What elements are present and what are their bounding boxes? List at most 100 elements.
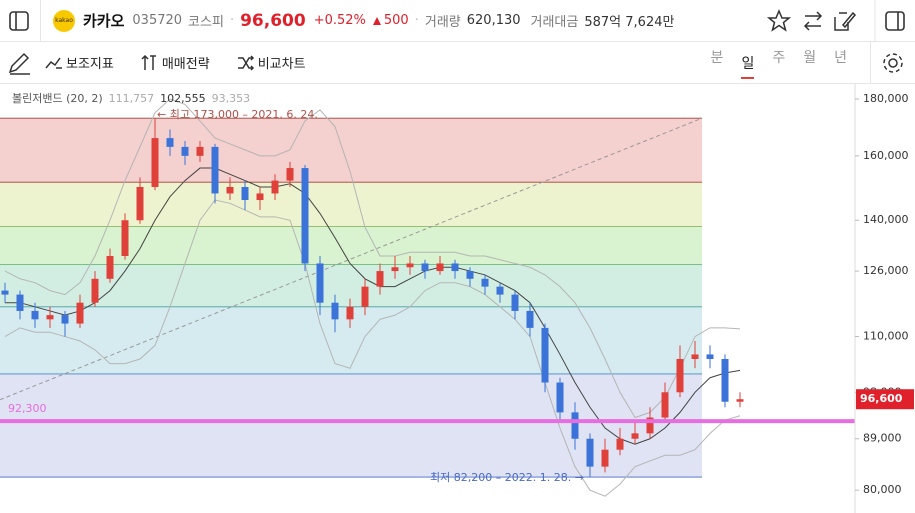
candle-body <box>256 193 264 201</box>
toolbar-item[interactable]: 비교차트 <box>236 53 306 72</box>
tool-icon <box>237 54 254 71</box>
candle-body <box>481 278 489 287</box>
level-zone <box>0 182 702 227</box>
candle-body <box>211 146 219 194</box>
candle-body <box>616 438 624 450</box>
candle-body <box>121 220 129 256</box>
amount-label: 거래대금 <box>530 15 579 30</box>
legend-entry: 93,353 <box>212 92 251 105</box>
band-line <box>4 199 741 497</box>
price: 96,600 <box>240 10 306 31</box>
candle-body <box>676 359 684 393</box>
indicator-legend: 볼린저밴드 (20, 2) 111,757 102,555 93,353 <box>12 92 250 105</box>
tool-icon <box>45 57 62 69</box>
change-pct: +0.52% <box>313 13 366 28</box>
candle-body <box>601 449 609 467</box>
legend-entry: 볼린저밴드 (20, 2) <box>12 92 103 105</box>
low-note: 최저 82,200 – 2022. 1. 28. → <box>430 471 584 484</box>
candle-body <box>76 302 84 324</box>
y-tick-label: 140,000 <box>863 213 909 226</box>
candle-body <box>631 433 639 439</box>
candle-body <box>61 315 69 324</box>
candle-body <box>466 271 474 279</box>
candle-body <box>331 302 339 320</box>
candle-body <box>46 315 54 320</box>
header-actions[interactable] <box>755 0 915 42</box>
candle-body <box>271 180 279 194</box>
candle-body <box>541 327 549 383</box>
high-note: ← 최고 173,000 – 2021. 6. 24. <box>157 108 318 121</box>
band-line <box>4 98 741 419</box>
trendline <box>0 117 703 401</box>
candle-body <box>181 146 189 156</box>
chart: 92,300 ← 최고 173,000 – 2021. 6. 24. 최저 82,2… <box>0 84 915 513</box>
candle-body <box>406 263 414 268</box>
support-label: 92,300 <box>8 402 47 415</box>
candle-body <box>31 310 39 320</box>
candle-body <box>436 263 444 272</box>
axis-panel <box>855 84 915 513</box>
candle-body <box>91 278 99 303</box>
stock-code: 035720 <box>132 13 183 28</box>
candle-body <box>241 186 249 201</box>
candle-body <box>736 399 744 402</box>
y-tick-label: 180,000 <box>863 92 909 105</box>
candle-body <box>691 354 699 360</box>
stock-name: 카카오 <box>83 12 125 30</box>
y-tick-label: 80,000 <box>863 483 902 496</box>
up-arrow <box>372 16 381 25</box>
candle-body <box>721 359 729 402</box>
candle-body <box>106 255 114 279</box>
candle-body <box>706 354 714 360</box>
period-tab[interactable]: 년 <box>834 49 847 66</box>
market: 코스피 <box>188 15 224 30</box>
legend-entry: 102,555 <box>160 92 206 105</box>
price-tag <box>856 389 914 410</box>
candle-body <box>556 382 564 413</box>
y-tick-label: 89,000 <box>863 432 902 445</box>
candle-body <box>421 263 429 272</box>
candle-body <box>511 294 519 311</box>
level-zone <box>0 226 702 265</box>
candle-body <box>301 168 309 264</box>
period-tab[interactable]: 주 <box>772 49 786 66</box>
amount: 587억 7,624만 <box>584 15 675 30</box>
candle-body <box>286 168 294 181</box>
candle-body <box>151 138 159 187</box>
candle-body <box>526 310 534 328</box>
header: kakao 카카오 035720 코스피 · 96,600 +0.52% 500 ·… <box>0 0 915 42</box>
toolbar-label: 매매전략 <box>161 57 210 72</box>
candle-body <box>226 186 234 194</box>
volume-label: 거래량 <box>424 15 461 30</box>
toolbar-item[interactable]: 매매전략 <box>140 53 210 72</box>
period-tab[interactable]: 월 <box>803 49 817 66</box>
candle-body <box>16 294 24 311</box>
tool-icon <box>141 54 156 70</box>
toolbar-label: 비교차트 <box>257 57 306 72</box>
logo: kakao <box>53 9 75 32</box>
candle-body <box>346 306 354 320</box>
candle-body <box>586 438 594 467</box>
candle-body <box>571 412 579 439</box>
sidebar-icon[interactable] <box>0 0 40 42</box>
level-zone <box>0 118 702 183</box>
candle-body <box>196 146 204 156</box>
candle-body <box>166 138 174 147</box>
draw-icon[interactable] <box>0 42 44 84</box>
candle-body <box>1 290 9 295</box>
candle-body <box>316 263 324 303</box>
candle-body <box>391 267 399 272</box>
settings-icon[interactable] <box>871 42 915 84</box>
toolbar-item[interactable]: 보조지표 <box>44 53 114 72</box>
volume: 620,130 <box>466 13 521 28</box>
toolbar-label: 보조지표 <box>66 57 114 72</box>
period-tab[interactable]: 분 <box>710 49 724 66</box>
level-zone <box>0 264 702 307</box>
period-tab[interactable]: 일 <box>741 53 755 79</box>
candle-body <box>496 286 504 295</box>
candle-body <box>661 392 669 418</box>
change: 500 <box>383 13 409 28</box>
candle-body <box>451 263 459 272</box>
